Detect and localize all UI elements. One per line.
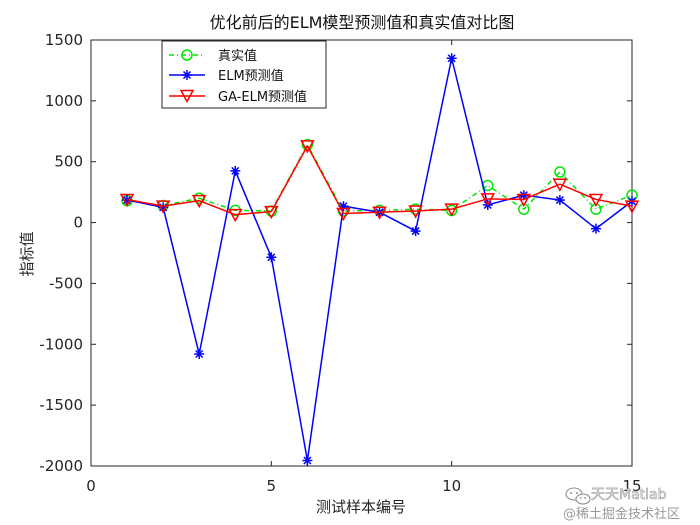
series-layer <box>119 53 640 466</box>
x-axis-label: 测试样本编号 <box>316 498 406 516</box>
watermark-subtitle: @稀土掘金技术社区 <box>563 506 680 522</box>
legend-item-true-value: 真实值 <box>169 48 257 64</box>
y-tick-label: -2000 <box>39 457 83 475</box>
x-tick-label: 5 <box>267 477 277 495</box>
legend-item-ga-elm-prediction: GA-ELM预测值 <box>169 89 307 105</box>
data-point-true-value <box>301 138 314 151</box>
legend: 真实值 ELM预测值 GA-ELM预测值 <box>161 40 327 109</box>
data-point-ga-elm-prediction <box>264 205 279 220</box>
x-tick-label: 15 <box>622 477 641 495</box>
legend-label-true-value: 真实值 <box>218 48 257 64</box>
series-line-0 <box>126 143 633 212</box>
y-tick-label: 1000 <box>45 92 83 110</box>
y-tick-label: -1500 <box>39 396 83 414</box>
y-tick-label: 500 <box>54 153 83 171</box>
data-point-elm-prediction <box>554 195 565 206</box>
data-point-ga-elm-prediction <box>119 193 135 208</box>
data-point-elm-prediction <box>446 53 457 64</box>
y-axis-ticks: -2000 -1500 -1000 -500 0 500 1000 1500 <box>39 31 632 475</box>
data-point-elm-prediction <box>194 349 205 360</box>
watermark-title: 天天Matlab <box>591 487 667 503</box>
data-point-ga-elm-prediction <box>444 203 459 217</box>
y-tick-label: -500 <box>49 274 83 292</box>
data-point-ga-elm-prediction <box>191 194 207 209</box>
y-tick-label: 1500 <box>45 31 83 49</box>
data-point-ga-elm-prediction <box>300 140 315 154</box>
data-point-elm-prediction <box>410 226 421 237</box>
legend-marker-true-value <box>181 49 193 61</box>
data-point-ga-elm-prediction <box>408 205 423 219</box>
data-point-ga-elm-prediction <box>552 178 568 192</box>
data-point-true-value <box>554 166 566 178</box>
legend-marker-elm-prediction <box>182 70 192 80</box>
data-point-ga-elm-prediction <box>155 200 171 214</box>
data-point-elm-prediction <box>302 455 313 466</box>
y-tick-label: 0 <box>73 214 83 232</box>
x-tick-label: 0 <box>86 477 96 495</box>
data-point-ga-elm-prediction <box>480 193 495 207</box>
data-point-ga-elm-prediction <box>588 193 604 208</box>
series-line-2 <box>126 145 633 216</box>
data-point-ga-elm-prediction <box>228 208 243 223</box>
data-point-ga-elm-prediction <box>624 200 640 214</box>
data-point-elm-prediction <box>230 165 241 176</box>
legend-item-elm-prediction: ELM预测值 <box>169 68 284 84</box>
data-point-ga-elm-prediction <box>516 193 532 208</box>
data-point-ga-elm-prediction <box>336 207 351 222</box>
data-point-elm-prediction <box>590 223 601 234</box>
series-2 <box>119 140 640 223</box>
data-point-elm-prediction <box>266 252 277 263</box>
watermark: 天天Matlab @稀土掘金技术社区 <box>563 487 680 522</box>
wechat-icon <box>565 487 591 505</box>
chart-title: 优化前后的ELM模型预测值和真实值对比图 <box>210 13 515 32</box>
x-tick-label: 10 <box>442 477 461 495</box>
data-point-ga-elm-prediction <box>372 206 387 220</box>
y-tick-label: -1000 <box>39 335 83 353</box>
legend-marker-ga-elm-prediction <box>179 89 195 104</box>
plot-area <box>90 39 633 467</box>
legend-label-elm-prediction: ELM预测值 <box>218 68 284 84</box>
y-axis-label: 指标值 <box>18 231 36 276</box>
legend-label-ga-elm-prediction: GA-ELM预测值 <box>218 89 307 105</box>
